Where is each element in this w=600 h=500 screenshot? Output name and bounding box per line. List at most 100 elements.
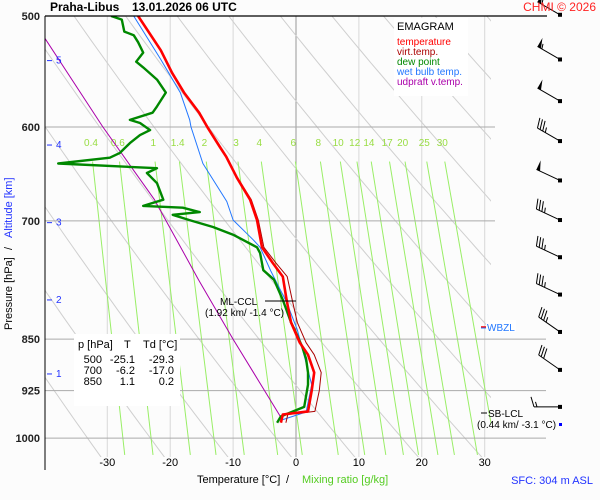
- table-cell: -25.1: [110, 354, 135, 366]
- y-tick-label: 1000: [16, 433, 40, 445]
- legend-wet-bulb: wet bulb temp.: [396, 67, 462, 78]
- ml-ccl-label: ML-CCL: [220, 297, 258, 308]
- mixing-ratio-line: [356, 161, 404, 456]
- wind-barb-full: [536, 117, 541, 129]
- y-tick-label: 700: [22, 216, 40, 228]
- wind-barb-full: [540, 308, 545, 319]
- mixing-ratio-label: 6: [291, 138, 297, 149]
- wind-barb-half: [544, 282, 546, 288]
- y-tick-label: 850: [22, 334, 40, 346]
- x-axis-label-mixing-ratio: Mixing ratio [g/kg]: [302, 474, 388, 486]
- mixing-ratio-label: 10: [333, 138, 345, 149]
- wind-barb-half: [544, 244, 546, 251]
- wind-barb: [535, 198, 562, 223]
- x-tick-label: -10: [225, 457, 241, 469]
- mixing-ratio-line: [444, 161, 491, 427]
- wind-barb-half: [544, 127, 547, 133]
- legend-virt-temp: virt.temp.: [397, 47, 438, 58]
- table-cell: 700: [84, 365, 102, 377]
- altitude-ticks: 5 4 3 2 1: [47, 56, 62, 380]
- series-temperature-line: [137, 16, 316, 423]
- y-axis-label-altitude: Altitude [km]: [3, 177, 15, 238]
- wind-barb-half: [535, 401, 538, 408]
- dry-adiabat-line: [124, 16, 483, 457]
- mixing-ratio-line: [92, 161, 126, 455]
- wind-barb-station-dot: [558, 367, 562, 372]
- mixing-ratio-line: [237, 161, 279, 456]
- x-axis-label: Temperature [°C]: [197, 474, 280, 486]
- wind-barb-shaft: [536, 169, 561, 181]
- table-cell: -29.3: [149, 354, 174, 366]
- x-tick-labels: -30 -20 -10 0 10 20 30: [99, 457, 490, 469]
- wind-barb: [530, 396, 562, 409]
- altitude-tick-label: 1: [56, 369, 62, 380]
- mixing-ratio-label: 1: [151, 138, 157, 149]
- mixing-ratio-line: [260, 161, 303, 456]
- wind-barb-full: [538, 199, 542, 211]
- wind-barb: [536, 117, 562, 144]
- wind-barb-station-dot: [558, 329, 562, 334]
- y-axis-label: Pressure [hPa] / Altitude [km]: [3, 177, 15, 330]
- wind-barb-shaft: [538, 354, 561, 371]
- table-header-p: p [hPa]: [78, 339, 113, 351]
- y-tick-labels: 500 600 700 850 925 1000: [16, 11, 40, 445]
- mixing-ratio-line: [178, 161, 217, 456]
- mixing-ratio-line: [389, 161, 439, 456]
- wind-barb-half: [545, 317, 549, 323]
- values-table: p [hPa] T Td [°C] 500 -25.1 -29.3 700 -6…: [74, 334, 180, 406]
- wind-barb: [537, 37, 562, 62]
- legend-dew-point: dew point: [397, 57, 440, 68]
- y-axis-label-separator: /: [3, 246, 15, 250]
- altitude-tick-label: 4: [56, 140, 62, 151]
- dry-adiabat-line: [228, 16, 491, 331]
- x-tick-label: 20: [416, 457, 428, 469]
- wind-barb-shaft: [536, 283, 561, 296]
- wind-barb-full: [538, 237, 542, 248]
- mixing-ratio-line: [339, 161, 387, 456]
- sb-lcl-label: SB-LCL: [488, 409, 523, 420]
- mixing-ratio-line: [426, 161, 478, 456]
- wind-barb-full: [538, 344, 543, 356]
- wind-barb-station-dot: [558, 178, 562, 183]
- mixing-ratio-label: 2: [202, 138, 208, 149]
- mixing-ratio-labels: 0.4 0.6 1 1.4 2 3 4 6 8 10 12 14 17 20 25 30: [84, 138, 448, 149]
- wind-barb-full: [541, 238, 544, 249]
- wind-barb-pennant: [537, 0, 542, 4]
- dry-adiabat-line: [45, 125, 292, 457]
- wind-barb-full: [538, 274, 542, 285]
- wind-barb: [538, 344, 562, 372]
- mixing-ratio-line: [404, 161, 455, 456]
- mixing-ratio-label: 25: [419, 138, 431, 149]
- wind-barb-pennant: [537, 37, 543, 49]
- dry-adiabat-line: [279, 16, 491, 266]
- table-header-td: Td [°C]: [143, 339, 177, 351]
- sb-lcl-marker: [559, 423, 562, 426]
- wind-barb-half: [541, 43, 544, 50]
- table-cell: 500: [84, 354, 102, 366]
- station-name: Praha-Libus: [50, 0, 120, 14]
- wind-barb-station-dot: [558, 57, 562, 62]
- sb-lcl-value: (0.44 km/ -3.1 °C): [477, 420, 556, 431]
- wind-barb: [536, 160, 562, 183]
- wind-barb-pennant: [537, 79, 543, 91]
- wind-barb-station-dot: [558, 255, 562, 260]
- wind-barb-full: [543, 348, 548, 359]
- dry-adiabat-line: [176, 16, 491, 399]
- mixing-ratio-line: [205, 161, 245, 456]
- wind-barb-station-dot: [558, 12, 562, 17]
- wind-barb-full: [535, 273, 539, 284]
- wind-barb-full: [540, 346, 545, 357]
- mixing-ratio-line: [319, 161, 366, 456]
- table-cell: -6.2: [116, 365, 135, 377]
- altitude-tick-label: 2: [56, 295, 62, 306]
- table-cell: 850: [84, 376, 102, 388]
- wbzl-label: WBZL: [487, 323, 515, 334]
- wind-barb-station-dot: [558, 139, 562, 144]
- y-tick-label: 600: [22, 122, 40, 134]
- wind-barb-full: [541, 275, 544, 287]
- ml-ccl-annotation: ML-CCL (1.92 km/ -1.4 °C): [205, 297, 296, 319]
- wind-barb-station-dot: [558, 218, 562, 223]
- profile-series: [45, 16, 322, 424]
- wind-barb-full: [538, 306, 543, 318]
